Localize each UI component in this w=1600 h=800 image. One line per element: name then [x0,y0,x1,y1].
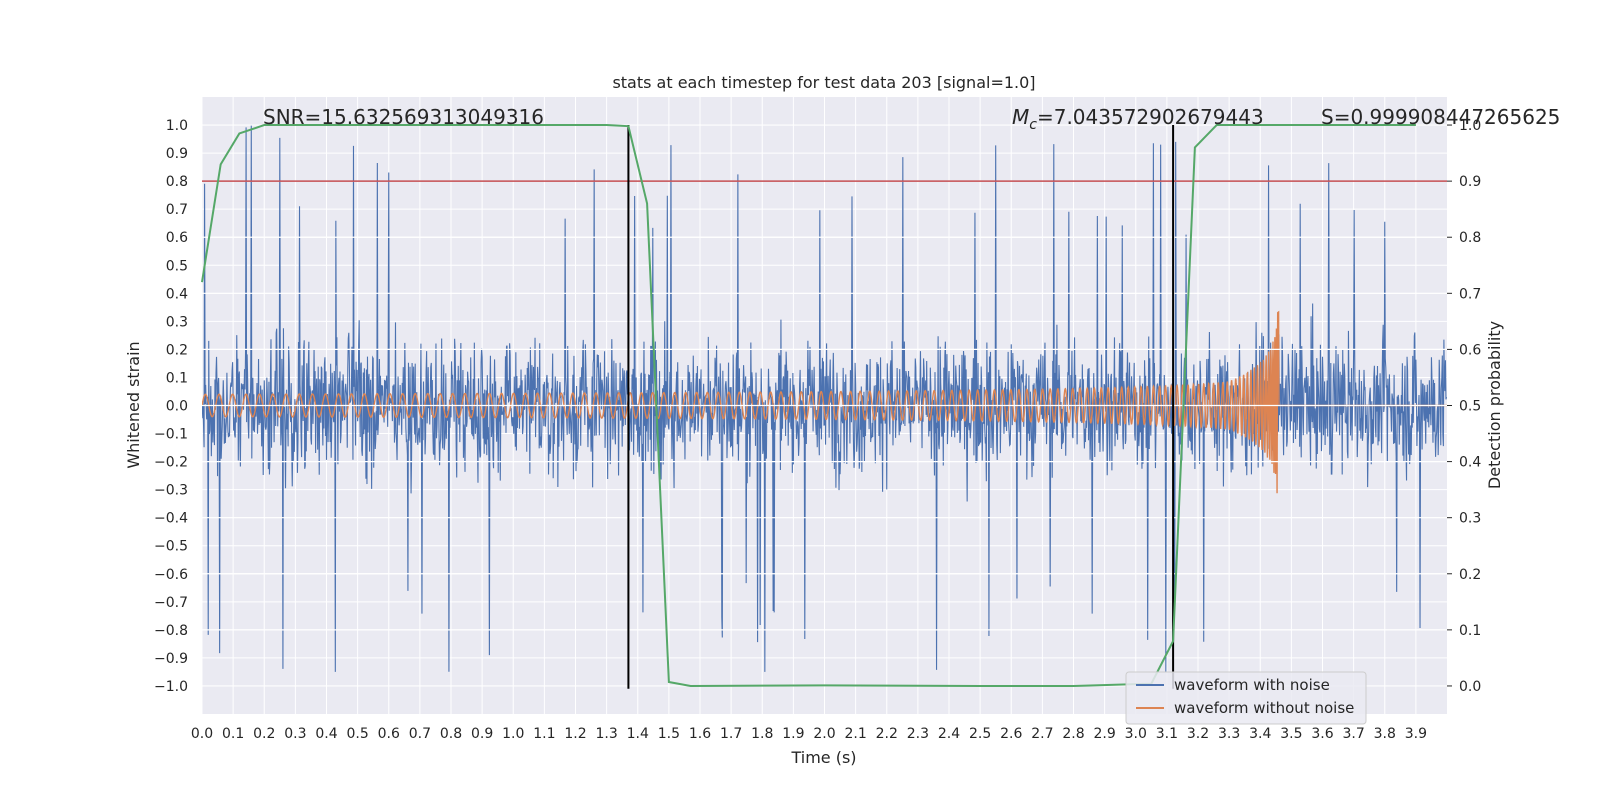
s-annotation: S=0.999908447265625 [1321,105,1560,129]
x-tick-label: 2.5 [969,726,991,742]
x-tick-label: 3.3 [1218,726,1240,742]
detection-probability-line [201,124,1416,687]
y-tick-label: 0.1 [166,370,188,386]
x-tick-label: 0.2 [253,726,275,742]
y-tick-label: 0.6 [166,230,188,246]
x-tick-label: 1.3 [595,726,617,742]
x-tick-label: 3.6 [1311,726,1333,742]
chirp-mass-symbol: M [1012,105,1029,129]
y-tick-label: −0.5 [154,539,188,555]
y-tick-label: 0.2 [166,342,188,358]
y-tick-label: 0.5 [166,258,188,274]
y-tick-label: −1.0 [154,679,188,695]
x-tick-label: 2.4 [938,726,960,742]
y-tick-label: 0.9 [166,146,188,162]
chirp-mass-annotation: Mc=7.043572902679443 [1012,105,1264,133]
y2-tick-label: 0.4 [1459,455,1481,471]
x-tick-label: 2.7 [1031,726,1053,742]
y-axis-label: Whitened strain [124,341,143,468]
x-tick-label: 0.4 [315,726,337,742]
chirp-mass-value: =7.043572902679443 [1037,105,1264,129]
y2-tick-label: 0.1 [1459,623,1481,639]
x-tick-label: 0.3 [284,726,306,742]
y-tick-label: −0.3 [154,483,188,499]
overlay-layer [201,124,1447,689]
noise-waveform [202,125,1447,672]
snr-annotation: SNR=15.632569313049316 [263,105,544,129]
y-tick-label: 0.8 [166,174,188,190]
y2-tick-label: 0.5 [1459,399,1481,415]
x-tick-label: 2.8 [1062,726,1084,742]
x-tick-labels: 0.0 0.1 0.2 0.3 0.4 0.5 0.6 0.7 0.8 0.9 1.0 1.1 1.2 1… [191,726,1427,742]
y2-axis-label: Detection probability [1485,321,1504,489]
x-tick-label: 3.8 [1374,726,1396,742]
x-tick-label: 1.2 [564,726,586,742]
y2-tick-label: 1.0 [1459,118,1481,134]
x-tick-label: 0.8 [440,726,462,742]
y-tick-label: 0.7 [166,202,188,218]
y2-tick-labels: 1.0 0.9 0.8 0.7 0.6 0.5 0.4 0.3 0.2 0.1 0.0 [1447,118,1481,695]
x-tick-label: 2.2 [876,726,898,742]
x-tick-label: 1.1 [533,726,555,742]
chart-title: stats at each timestep for test data 203… [612,73,1035,92]
y-tick-label: −0.1 [154,427,188,443]
chirp-layer [202,310,1447,494]
chirp-mass-subscript: c [1029,117,1037,133]
x-tick-label: 2.1 [844,726,866,742]
y2-tick-label: 0.2 [1459,567,1481,583]
y-tick-label: −0.9 [154,651,188,667]
x-tick-label: 1.9 [782,726,804,742]
x-tick-label: 1.8 [751,726,773,742]
x-tick-label: 1.4 [627,726,649,742]
x-tick-label: 3.2 [1187,726,1209,742]
y-tick-labels: 1.0 0.9 0.8 0.7 0.6 0.5 0.4 0.3 0.2 0.1 0.0 −0.1 −0.… [154,118,188,695]
x-tick-label: 0.7 [409,726,431,742]
y-tick-label: −0.8 [154,623,188,639]
y-tick-label: −0.6 [154,567,188,583]
x-tick-label: 3.4 [1249,726,1271,742]
y-tick-label: −0.7 [154,595,188,611]
legend-label-clean: waveform without noise [1174,699,1354,717]
x-tick-label: 2.6 [1000,726,1022,742]
legend-box [1125,671,1367,725]
y-tick-label: −0.4 [154,511,188,527]
y2-tick-label: 0.0 [1459,679,1481,695]
y2-tick-label: 0.6 [1459,342,1481,358]
y2-tick-label: 0.9 [1459,174,1481,190]
y2-tick-label: 0.3 [1459,511,1481,527]
x-tick-label: 0.1 [222,726,244,742]
y2-tick-label: 0.7 [1459,286,1481,302]
x-tick-label: 0.5 [346,726,368,742]
y2-tick-label: 0.8 [1459,230,1481,246]
x-tick-label: 1.6 [689,726,711,742]
x-tick-label: 2.3 [907,726,929,742]
clean-waveform [202,310,1447,494]
x-tick-label: 1.0 [502,726,524,742]
x-tick-label: 3.7 [1342,726,1364,742]
noise-layer [202,125,1447,672]
x-tick-label: 3.1 [1156,726,1178,742]
x-tick-label: 3.5 [1280,726,1302,742]
x-axis-label: Time (s) [790,748,856,767]
x-tick-label: 1.7 [720,726,742,742]
x-tick-label: 1.5 [658,726,680,742]
y-tick-label: 0.4 [166,286,188,302]
x-tick-label: 2.9 [1093,726,1115,742]
y-tick-label: 1.0 [166,118,188,134]
x-tick-label: 0.9 [471,726,493,742]
legend-label-noise: waveform with noise [1174,676,1330,694]
y-tick-label: −0.2 [154,455,188,471]
y-tick-label: 0.0 [166,399,188,415]
x-tick-label: 0.0 [191,726,213,742]
y-tick-label: 0.3 [166,314,188,330]
legend: waveform with noise waveform without noi… [1125,671,1367,725]
x-tick-label: 2.0 [813,726,835,742]
x-tick-label: 3.0 [1125,726,1147,742]
x-tick-label: 3.9 [1405,726,1427,742]
x-tick-label: 0.6 [378,726,400,742]
